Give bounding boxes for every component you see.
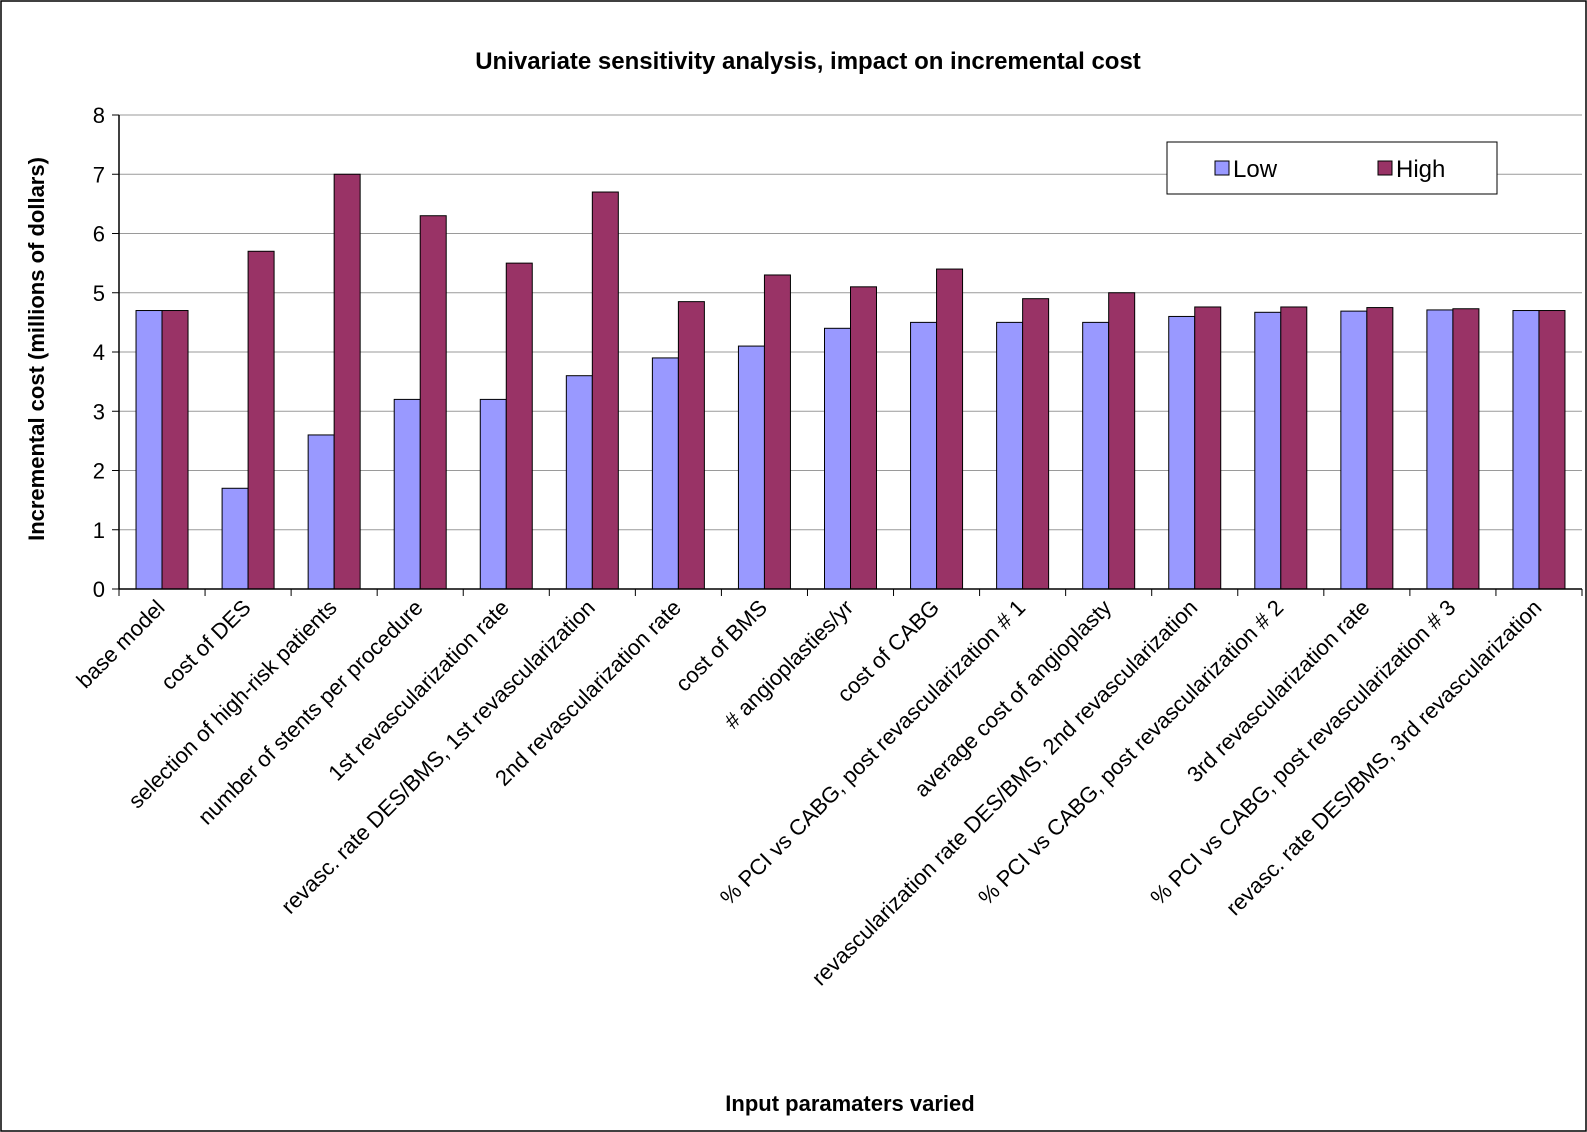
bar-low <box>1168 315 1196 590</box>
y-tick-labels: 0 1 2 3 4 5 6 7 8 <box>93 103 105 602</box>
bar-low <box>1082 321 1110 590</box>
bar-high <box>936 268 964 590</box>
bar-high <box>1194 306 1222 590</box>
y-tick-label: 2 <box>93 459 105 484</box>
bar-low <box>1512 310 1540 590</box>
y-tick-label: 1 <box>93 518 105 543</box>
bar-high <box>591 191 619 590</box>
bar-high <box>763 274 791 590</box>
legend: Low High <box>1166 141 1498 195</box>
x-axis-label: Input paramaters varied <box>725 1091 974 1116</box>
y-tick-label: 4 <box>93 340 105 365</box>
bar-high <box>850 286 877 590</box>
bar-high <box>677 301 705 590</box>
bar-high <box>333 173 361 590</box>
bar-high <box>1538 310 1566 590</box>
bar-high <box>1022 298 1050 590</box>
bar-low <box>479 398 507 590</box>
axes <box>112 114 1583 596</box>
bar-low <box>1254 311 1282 590</box>
bar-low <box>307 434 335 590</box>
bar-high <box>1108 292 1136 590</box>
y-axis-label: Incremental cost (millions of dollars) <box>24 157 49 541</box>
legend-label-low: Low <box>1233 156 1278 183</box>
bar-low <box>221 487 249 590</box>
bar-low <box>737 345 765 590</box>
bar-high <box>419 215 447 590</box>
bar-low <box>1426 309 1454 590</box>
bar-high <box>247 250 275 590</box>
bar-low <box>135 310 163 590</box>
legend-swatch-high <box>1377 160 1393 176</box>
legend-swatch-low <box>1214 160 1230 176</box>
y-tick-label: 0 <box>93 577 105 602</box>
bar-low <box>651 357 679 590</box>
bar-high <box>505 262 533 590</box>
bar-low <box>393 398 421 590</box>
y-tick-label: 5 <box>93 281 105 306</box>
bar-high <box>1366 307 1394 590</box>
bar-high <box>1452 308 1480 590</box>
bar-low <box>996 321 1024 590</box>
bar-high <box>1280 306 1308 590</box>
bar-low <box>565 375 593 590</box>
y-tick-label: 3 <box>93 399 105 424</box>
y-tick-label: 8 <box>93 103 105 128</box>
bar-high <box>161 310 189 590</box>
bar-low <box>1340 310 1368 590</box>
y-tick-label: 6 <box>93 222 105 247</box>
y-tick-label: 7 <box>93 162 105 187</box>
bar-low <box>910 321 938 590</box>
bar-low <box>824 327 851 590</box>
chart-title: Univariate sensitivity analysis, impact … <box>475 48 1141 75</box>
legend-label-high: High <box>1396 156 1445 183</box>
